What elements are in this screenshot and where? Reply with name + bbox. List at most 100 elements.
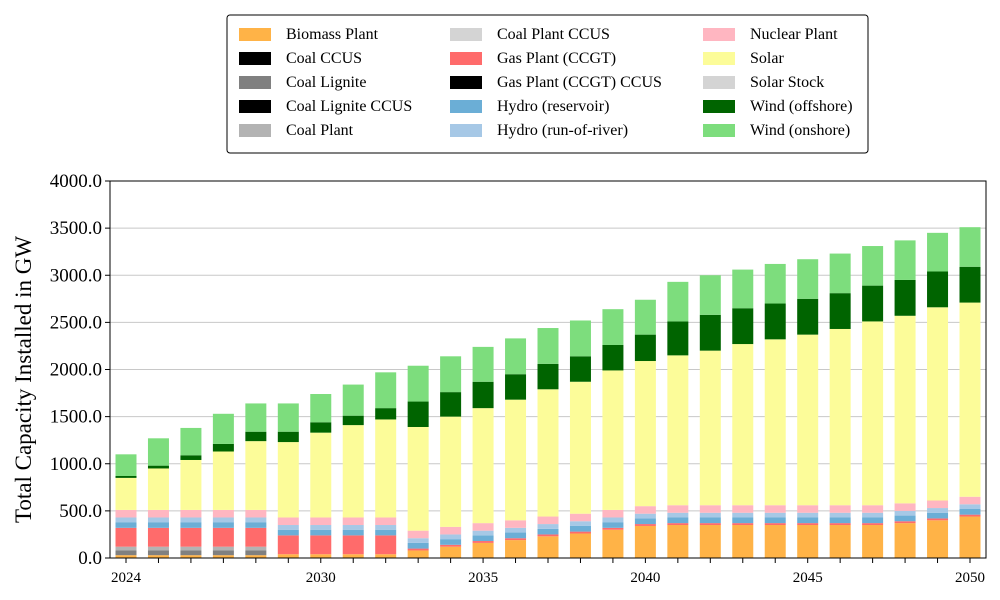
bar-segment bbox=[342, 554, 364, 558]
bar-segment bbox=[245, 527, 267, 547]
bar-segment bbox=[342, 415, 364, 426]
bar-segment bbox=[180, 427, 202, 456]
bar-segment bbox=[440, 416, 462, 527]
bar-segment bbox=[862, 321, 884, 506]
legend-label: Gas Plant (CCGT) CCUS bbox=[497, 74, 662, 91]
bar-segment bbox=[212, 527, 234, 547]
bar-segment bbox=[440, 526, 462, 535]
legend-label: Coal Lignite bbox=[286, 74, 366, 91]
x-tick-label: 2035 bbox=[468, 570, 498, 586]
bar-segment bbox=[959, 227, 981, 267]
legend-label: Gas Plant (CCGT) bbox=[497, 50, 616, 67]
y-tick-label: 3000.0 bbox=[50, 265, 102, 286]
legend-label: Nuclear Plant bbox=[750, 26, 838, 43]
bar-segment bbox=[375, 529, 397, 536]
bar-segment bbox=[440, 544, 462, 547]
bar-segment bbox=[212, 517, 234, 523]
legend-label: Solar Stock bbox=[750, 74, 824, 91]
bar-segment bbox=[407, 401, 429, 427]
bar-segment bbox=[732, 512, 754, 518]
bar-segment bbox=[310, 394, 332, 423]
bar-segment bbox=[440, 356, 462, 393]
bar-segment bbox=[764, 263, 786, 304]
bar-segment bbox=[797, 334, 819, 506]
y-tick-label: 2000.0 bbox=[50, 360, 102, 381]
legend-swatch bbox=[450, 76, 482, 89]
y-tick-label: 1000.0 bbox=[50, 454, 102, 475]
bar-segment bbox=[115, 517, 137, 523]
x-tick-label: 2030 bbox=[306, 570, 336, 586]
bar-segment bbox=[764, 523, 786, 526]
legend-label: Coal Plant bbox=[286, 122, 354, 139]
bar-segment bbox=[894, 315, 916, 504]
bar-segment bbox=[862, 285, 884, 322]
bar-segment bbox=[602, 370, 624, 510]
bar-segment bbox=[959, 266, 981, 303]
bar-segment bbox=[797, 512, 819, 518]
bar-segment bbox=[147, 438, 169, 466]
legend-swatch bbox=[450, 28, 482, 41]
bar-segment bbox=[634, 524, 656, 526]
bar-segment bbox=[894, 279, 916, 316]
bar-segment bbox=[115, 550, 137, 556]
legend-swatch bbox=[703, 28, 735, 41]
bar-segment bbox=[342, 525, 364, 530]
bar-segment bbox=[407, 538, 429, 543]
bar-segment bbox=[180, 517, 202, 523]
bar-segment bbox=[115, 555, 137, 558]
bar-segment bbox=[180, 550, 202, 556]
legend-label: Wind (onshore) bbox=[750, 122, 850, 139]
bar-segment bbox=[245, 441, 267, 510]
bar-segment bbox=[505, 527, 527, 533]
bar-segment bbox=[472, 523, 494, 531]
bar-segment bbox=[927, 508, 949, 513]
y-tick-label: 2500.0 bbox=[50, 312, 102, 333]
bar-segment bbox=[699, 517, 721, 524]
bar-segment bbox=[407, 530, 429, 539]
bar-segment bbox=[667, 525, 689, 558]
bar-segment bbox=[797, 298, 819, 335]
bar-segment bbox=[797, 517, 819, 524]
bar-segment bbox=[115, 454, 137, 477]
y-axis: 0.0 500.0 1000.0 1500.0 2000.0 2500.0 3000.0 35… bbox=[50, 171, 110, 569]
bar-segment bbox=[212, 451, 234, 510]
legend-box bbox=[226, 14, 869, 154]
bar-segment bbox=[764, 512, 786, 518]
bar-segment bbox=[602, 529, 624, 558]
bar-segment bbox=[927, 271, 949, 308]
bar-segment bbox=[342, 529, 364, 536]
bar-segment bbox=[505, 338, 527, 375]
legend-swatch bbox=[703, 52, 735, 65]
bar-segment bbox=[277, 529, 299, 536]
bar-segment bbox=[505, 374, 527, 400]
bar-segment bbox=[472, 530, 494, 536]
bar-segment bbox=[310, 554, 332, 558]
bar-segment bbox=[699, 275, 721, 315]
bar-segment bbox=[375, 419, 397, 518]
bar-segment bbox=[667, 355, 689, 506]
bar-segment bbox=[505, 399, 527, 521]
bar-segment bbox=[699, 314, 721, 351]
bar-segment bbox=[212, 546, 234, 551]
bar-segment bbox=[245, 509, 267, 518]
bar-segment bbox=[862, 517, 884, 524]
bar-segment bbox=[602, 309, 624, 345]
bar-segment bbox=[180, 555, 202, 558]
bar-segment bbox=[959, 514, 981, 517]
bar-segment bbox=[537, 328, 559, 364]
bar-segment bbox=[440, 539, 462, 545]
bar-segment bbox=[375, 408, 397, 420]
bar-segment bbox=[407, 365, 429, 402]
y-tick-label: 4000.0 bbox=[50, 171, 102, 192]
bar-segment bbox=[375, 525, 397, 530]
legend-label: Coal CCUS bbox=[286, 50, 362, 67]
bar-segment bbox=[634, 513, 656, 519]
bar-segment bbox=[797, 505, 819, 513]
bar-segment bbox=[602, 509, 624, 518]
bar-segment bbox=[245, 431, 267, 442]
bar-segment bbox=[472, 541, 494, 543]
bar-segment bbox=[732, 505, 754, 513]
bar-segment bbox=[927, 512, 949, 519]
bar-segment bbox=[829, 512, 851, 518]
